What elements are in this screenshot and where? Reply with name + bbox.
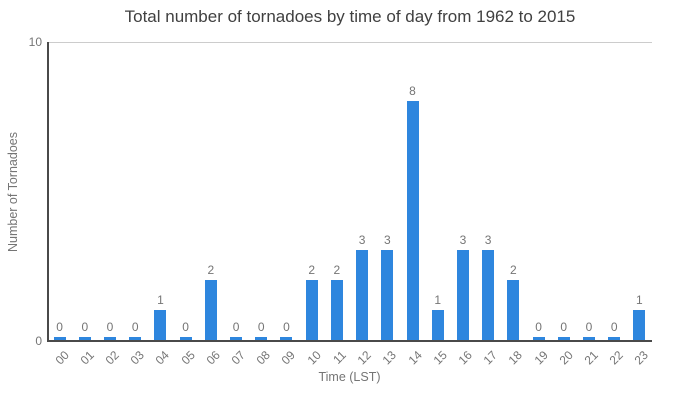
bar-11 [330,280,343,340]
chart-title: Total number of tornadoes by time of day… [124,7,576,26]
bar-23 [633,310,646,340]
bar-00 [53,337,66,340]
bar-value-label: 2 [333,263,341,277]
bar-value-label: 1 [434,293,442,307]
bar-07 [230,337,243,340]
bar-value-label: 0 [232,320,240,334]
y-tick-label-10: 10 [28,35,42,49]
bar-06 [204,280,217,340]
bar-value-label: 2 [207,263,215,277]
bar-value-label: 1 [636,293,643,307]
bar-value-label: 0 [560,320,568,334]
bar-20 [557,337,570,340]
bar-value-label: 0 [131,320,139,334]
bar-value-label: 3 [358,233,366,247]
bar-value-label: 0 [283,320,290,334]
bar-02 [104,337,117,340]
top-gridline [47,42,652,43]
bar-09 [280,337,293,340]
y-axis-title: Number of Tornadoes [6,132,20,252]
bar-18 [507,280,520,340]
bar-19 [532,337,545,340]
bar-17 [482,250,495,340]
bar-value-label: 0 [585,320,593,334]
bar-value-label: 2 [308,263,316,277]
bar-value-label: 2 [510,263,517,277]
bar-value-label: 1 [157,293,164,307]
bar-01 [78,337,91,340]
bar-15 [431,310,444,340]
bar-08 [255,337,268,340]
bar-value-label: 0 [610,320,618,334]
bar-value-label: 0 [257,320,265,334]
bar-value-label: 3 [484,233,492,247]
bar-10 [305,280,318,340]
bar-value-label: 0 [182,320,189,334]
bar-22 [608,337,621,340]
bar-13 [381,250,394,340]
bar-04 [154,310,167,340]
bar-value-label: 0 [81,320,89,334]
y-tick-label-0: 0 [35,334,42,348]
bar-21 [582,337,595,340]
bar-16 [456,250,469,340]
bar-14 [406,101,419,340]
bar-05 [179,337,192,340]
x-axis-title: Time (LST) [318,370,381,384]
x-axis-baseline [47,340,652,342]
y-axis-spine [47,42,49,341]
bar-value-label: 3 [459,233,467,247]
bar-value-label: 0 [106,320,114,334]
bar-value-label: 0 [535,320,542,334]
bar-value-label: 0 [56,320,63,334]
bar-value-label: 3 [383,233,391,247]
bar-value-label: 8 [409,84,416,98]
bar-12 [356,250,369,340]
bar-03 [129,337,142,340]
